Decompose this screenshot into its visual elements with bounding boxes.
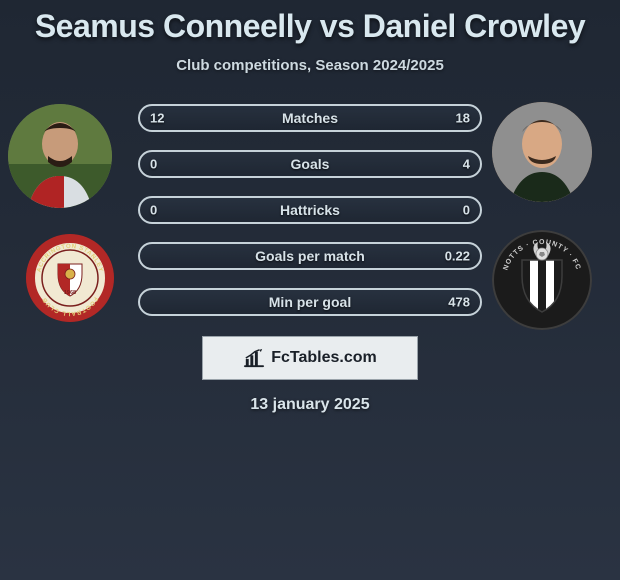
stat-label: Hattricks [280, 202, 340, 218]
stat-right-value: 478 [448, 295, 470, 310]
player-photo-right [492, 102, 592, 202]
stat-row-matches: 12 Matches 18 [138, 104, 482, 132]
player-avatar-right-icon [492, 102, 592, 202]
subtitle: Club competitions, Season 2024/2025 [0, 45, 620, 74]
stat-right-value: 0 [463, 203, 470, 218]
stat-label: Goals [291, 156, 330, 172]
club-badge-left: ACCRINGTON STANLEY FOOTBALL CLUB 1968 [26, 234, 114, 322]
club-badge-right-icon: NOTTS · COUNTY · FC [492, 230, 592, 330]
stat-left-value: 12 [150, 111, 164, 126]
stat-row-goals-per-match: Goals per match 0.22 [138, 242, 482, 270]
player-photo-left [8, 104, 112, 208]
stat-right-value: 0.22 [445, 249, 470, 264]
stat-row-min-per-goal: Min per goal 478 [138, 288, 482, 316]
stat-right-value: 18 [456, 111, 470, 126]
stat-left-value: 0 [150, 203, 157, 218]
brand-text: FcTables.com [271, 349, 377, 367]
stat-left-value: 0 [150, 157, 157, 172]
stat-column: 12 Matches 18 0 Goals 4 0 Hattricks 0 Go… [138, 104, 482, 334]
stat-row-hattricks: 0 Hattricks 0 [138, 196, 482, 224]
club-badge-left-icon: ACCRINGTON STANLEY FOOTBALL CLUB 1968 [26, 234, 114, 322]
stat-right-value: 4 [463, 157, 470, 172]
stat-label: Min per goal [269, 294, 351, 310]
page-title: Seamus Conneelly vs Daniel Crowley [0, 0, 620, 45]
club-badge-right: NOTTS · COUNTY · FC [492, 230, 592, 330]
player-avatar-left-icon [8, 104, 112, 208]
date-text: 13 january 2025 [250, 396, 369, 414]
stat-label: Matches [282, 110, 338, 126]
stat-row-goals: 0 Goals 4 [138, 150, 482, 178]
svg-text:1968: 1968 [64, 290, 76, 296]
bar-chart-icon [243, 348, 265, 368]
brand-box: FcTables.com [202, 336, 418, 380]
stat-label: Goals per match [255, 248, 365, 264]
